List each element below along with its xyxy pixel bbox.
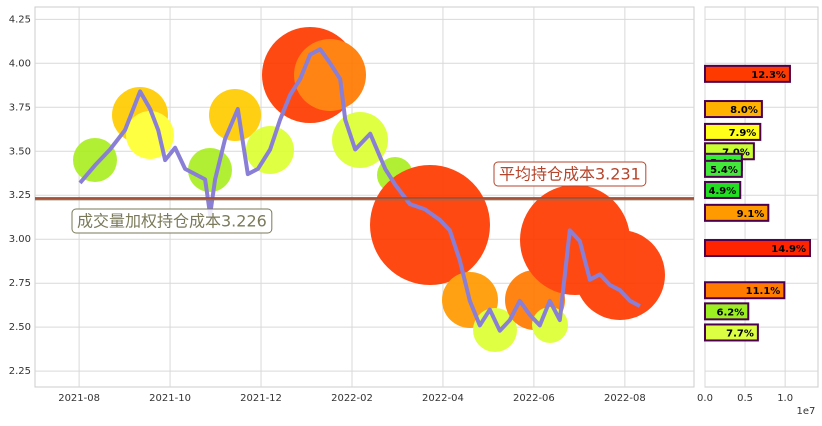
x-tick-label: 2021-10 [149, 393, 191, 404]
bar-label: 7.7% [726, 328, 754, 339]
bar-label: 6.2% [717, 307, 745, 318]
bar-label: 7.0% [722, 147, 750, 158]
y-tick-label: 3.50 [9, 146, 31, 157]
bar [704, 323, 759, 342]
bar [704, 203, 770, 222]
x-tick-label: 2022-06 [513, 393, 555, 404]
y-tick-label: 2.50 [9, 322, 31, 333]
plot-layer: 平均持仓成本3.231 成交量加权持仓成本3.226 12.3% 8.0% 7.9% 7.… [35, 47, 811, 342]
y-tick-label: 3.75 [9, 102, 31, 113]
y-tick-label: 4.00 [9, 58, 31, 69]
price-line [78, 47, 641, 333]
x-tick-label: 2022-02 [331, 393, 373, 404]
y-tick-label: 4.25 [9, 14, 31, 25]
bar-label: 11.1% [746, 286, 781, 297]
x-tick-label: 0.5 [737, 393, 753, 404]
y-tick-label: 3.00 [9, 234, 31, 245]
bar-label: 12.3% [751, 70, 786, 81]
y-tick-label: 3.25 [9, 190, 31, 201]
x-tick-label: 0.0 [697, 393, 713, 404]
bar [704, 239, 811, 258]
annotation-text: 平均持仓成本3.231 [499, 165, 641, 184]
bar-label: 7.9% [729, 128, 757, 139]
annotation-box [493, 161, 647, 187]
bar-label: 5.4% [710, 165, 738, 176]
annotation-text: 成交量加权持仓成本3.226 [77, 212, 267, 231]
bar [704, 100, 763, 119]
y-tick-label: 2.75 [9, 278, 31, 289]
annotation: 成交量加权持仓成本3.226 [71, 208, 273, 234]
bar-label: 9.1% [737, 209, 765, 220]
bar [704, 281, 786, 300]
x-tick-label: 2021-12 [240, 393, 282, 404]
bar [704, 180, 742, 199]
x-tick-label: 2022-04 [422, 393, 464, 404]
bar [704, 159, 743, 178]
bar [704, 64, 791, 83]
x-tick-label: 2022-08 [604, 393, 646, 404]
annotation-box [71, 208, 273, 234]
annotation: 平均持仓成本3.231 [493, 161, 647, 187]
bar-label: 8.0% [730, 105, 758, 116]
y-tick-label: 2.25 [9, 366, 31, 377]
x-multiplier: 1e7 [797, 406, 816, 417]
bar [704, 122, 762, 141]
bar-label: 4.9% [709, 186, 737, 197]
x-tick-label: 1.0 [777, 393, 793, 404]
bar-label: 14.9% [771, 244, 806, 255]
x-tick-label: 2021-08 [58, 393, 100, 404]
bar [704, 302, 750, 321]
